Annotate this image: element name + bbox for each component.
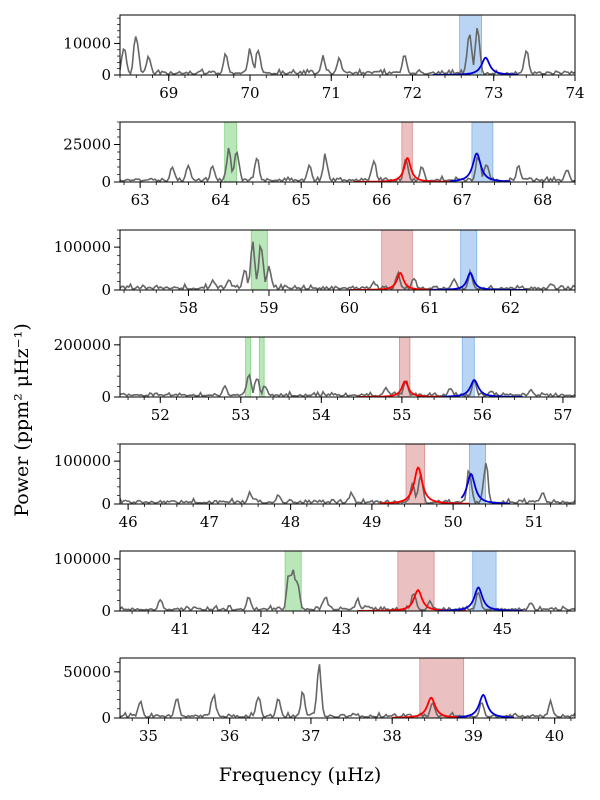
power-spectrum: [120, 28, 575, 75]
x-tick-label: 50: [444, 513, 463, 531]
blue-band-4: [461, 337, 475, 397]
y-tick-label: 0: [101, 173, 111, 191]
axes-frame: [119, 336, 576, 398]
green-band-1: [284, 551, 302, 611]
axes-frame: [119, 550, 576, 612]
x-tick-label: 52: [151, 406, 170, 424]
y-tick-label: 50000: [63, 663, 111, 681]
x-tick-label: 45: [493, 620, 512, 638]
red-band-3: [399, 337, 411, 397]
panel-5: 46 47 48 49 50 51 0 100000: [54, 443, 576, 531]
y-tick-label: 0: [101, 66, 111, 84]
y-tick-label: 0: [101, 709, 111, 727]
power-spectrum: [120, 664, 575, 718]
panel-7: 35 36 37 38 39 40 0 50000: [63, 657, 576, 745]
panel-6: 41 42 43 44 45 0 100000: [54, 550, 576, 638]
x-axis-label: Frequency (μHz): [218, 764, 382, 786]
x-tick-label: 60: [340, 299, 359, 317]
power-spectrum: [120, 463, 575, 504]
blue-fit-2: [438, 586, 523, 611]
axes-frame: [119, 229, 576, 291]
blue-band-3: [472, 551, 497, 611]
power-spectrum: [120, 147, 575, 182]
x-tick-label: 58: [179, 299, 198, 317]
x-tick-label: 53: [231, 406, 250, 424]
power-spectrum: [120, 373, 575, 397]
axes-frame: [119, 121, 576, 183]
x-tick-label: 40: [545, 727, 564, 745]
x-tick-label: 35: [139, 727, 158, 745]
x-tick-label: 66: [372, 191, 391, 209]
x-tick-label: 70: [240, 84, 259, 102]
x-tick-label: 41: [171, 620, 190, 638]
x-tick-label: 47: [200, 513, 219, 531]
panel-1: 69 70 71 72 73 74 0 10000: [63, 14, 585, 102]
x-tick-label: 63: [131, 191, 150, 209]
x-tick-label: 42: [251, 620, 270, 638]
x-tick-label: 74: [565, 84, 584, 102]
power-spectrum: [120, 569, 575, 611]
green-band-1: [224, 122, 238, 182]
blue-fit-2: [457, 693, 515, 718]
x-tick-label: 55: [392, 406, 411, 424]
y-axis-label: Power (ppm² μHz⁻¹): [11, 323, 33, 517]
x-tick-label: 49: [362, 513, 381, 531]
y-tick-label: 0: [101, 281, 111, 299]
y-tick-label: 25000: [63, 136, 111, 154]
axes-frame: [119, 657, 576, 719]
x-tick-label: 57: [553, 406, 572, 424]
x-tick-label: 46: [119, 513, 138, 531]
x-tick-label: 71: [322, 84, 341, 102]
blue-fit-2: [450, 152, 511, 182]
y-tick-label: 200000: [54, 336, 111, 354]
x-tick-label: 62: [501, 299, 520, 317]
red-fit-1: [392, 696, 462, 718]
panel-4: 52 53 54 55 56 57 0 200000: [54, 336, 576, 424]
y-tick-label: 100000: [54, 452, 111, 470]
x-tick-label: 54: [312, 406, 331, 424]
panel-3: 58 59 60 61 62 0 100000: [54, 229, 576, 317]
red-band-2: [401, 122, 413, 182]
x-tick-label: 59: [259, 299, 278, 317]
x-tick-label: 39: [464, 727, 483, 745]
x-tick-label: 61: [420, 299, 439, 317]
blue-fit-2: [460, 472, 510, 504]
axes-frame: [119, 443, 576, 505]
x-tick-label: 48: [281, 513, 300, 531]
x-tick-label: 64: [211, 191, 230, 209]
x-tick-label: 56: [473, 406, 492, 424]
x-tick-label: 44: [412, 620, 431, 638]
x-tick-label: 43: [332, 620, 351, 638]
y-tick-label: 0: [101, 388, 111, 406]
power-spectrum: [120, 241, 575, 290]
x-tick-label: 69: [159, 84, 178, 102]
green-band-2: [258, 337, 265, 397]
panel-2: 63 64 65 66 67 68 0 25000: [63, 121, 576, 209]
x-tick-label: 68: [533, 191, 552, 209]
x-tick-label: 65: [292, 191, 311, 209]
y-tick-label: 100000: [54, 550, 111, 568]
green-band-1: [245, 337, 251, 397]
y-tick-label: 0: [101, 602, 111, 620]
y-tick-label: 0: [101, 495, 111, 513]
y-tick-label: 100000: [54, 238, 111, 256]
x-tick-label: 51: [525, 513, 544, 531]
x-tick-label: 73: [484, 84, 503, 102]
x-tick-label: 36: [220, 727, 239, 745]
x-tick-label: 38: [383, 727, 402, 745]
x-tick-label: 67: [453, 191, 472, 209]
x-tick-label: 72: [403, 84, 422, 102]
axes-frame: [119, 14, 576, 76]
x-tick-label: 37: [301, 727, 320, 745]
y-tick-label: 10000: [63, 34, 111, 52]
red-fit-1: [380, 466, 470, 504]
